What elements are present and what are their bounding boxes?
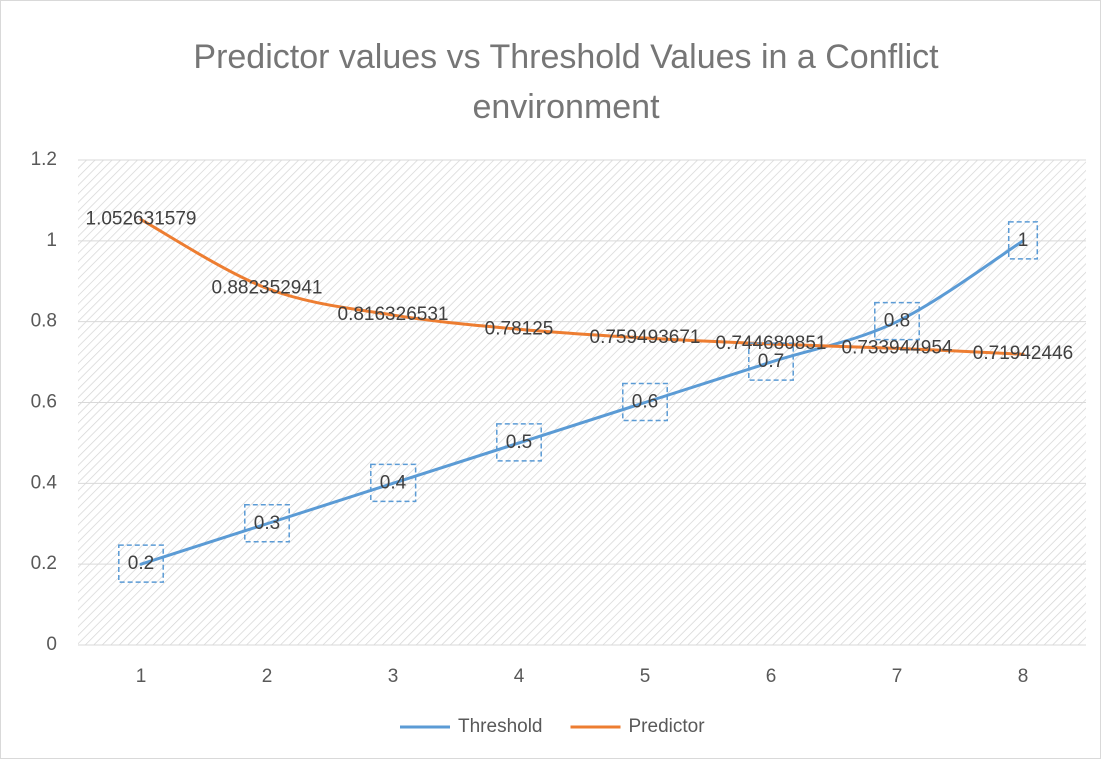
data-label: 0.816326531 bbox=[338, 304, 449, 325]
series-line bbox=[139, 218, 1025, 356]
data-label-box bbox=[1007, 221, 1039, 260]
data-label: 0.78125 bbox=[485, 318, 554, 339]
data-label-box bbox=[244, 504, 290, 543]
legend-label: Predictor bbox=[629, 716, 706, 737]
y-tick-label: 1.2 bbox=[31, 149, 57, 170]
data-label: 0.744680851 bbox=[716, 333, 827, 354]
data-label: 0.3 bbox=[254, 513, 280, 534]
data-label: 0.71942446 bbox=[973, 343, 1073, 364]
data-label: 0.759493671 bbox=[590, 327, 701, 348]
data-label: 0.8 bbox=[884, 311, 910, 332]
x-tick-label: 8 bbox=[1018, 666, 1029, 687]
data-label: 0.5 bbox=[506, 432, 532, 453]
data-label: 0.733944954 bbox=[842, 337, 953, 358]
data-label: 1 bbox=[1018, 230, 1029, 251]
data-label-box bbox=[496, 423, 542, 462]
data-label: 0.2 bbox=[128, 553, 154, 574]
data-label-box bbox=[874, 301, 920, 341]
x-tick-label: 7 bbox=[892, 666, 903, 687]
data-label: 0.4 bbox=[380, 472, 407, 493]
x-tick-label: 6 bbox=[766, 666, 777, 687]
legend-label: Threshold bbox=[458, 716, 543, 737]
x-tick-label: 3 bbox=[388, 666, 399, 687]
y-tick-label: 0 bbox=[46, 634, 57, 655]
x-tick-label: 4 bbox=[514, 666, 525, 687]
y-tick-label: 0.8 bbox=[31, 311, 57, 332]
data-label-box bbox=[748, 342, 794, 381]
series-line bbox=[139, 239, 1025, 566]
data-label-box bbox=[370, 463, 417, 503]
y-tick-label: 1 bbox=[46, 230, 57, 251]
data-label: 0.882352941 bbox=[212, 277, 323, 298]
y-tick-label: 0.4 bbox=[31, 472, 58, 493]
x-tick-label: 5 bbox=[640, 666, 651, 687]
chart-title: Predictor values vs Threshold Values in … bbox=[193, 38, 939, 126]
x-tick-label: 1 bbox=[136, 666, 147, 687]
y-tick-label: 0.2 bbox=[31, 553, 57, 574]
data-label: 1.052631579 bbox=[86, 209, 197, 230]
data-label-box bbox=[622, 382, 668, 422]
data-label: 0.6 bbox=[632, 392, 658, 413]
x-tick-label: 2 bbox=[262, 666, 273, 687]
data-label-box bbox=[118, 544, 164, 583]
data-label: 0.7 bbox=[758, 351, 784, 372]
y-tick-label: 0.6 bbox=[31, 392, 57, 413]
